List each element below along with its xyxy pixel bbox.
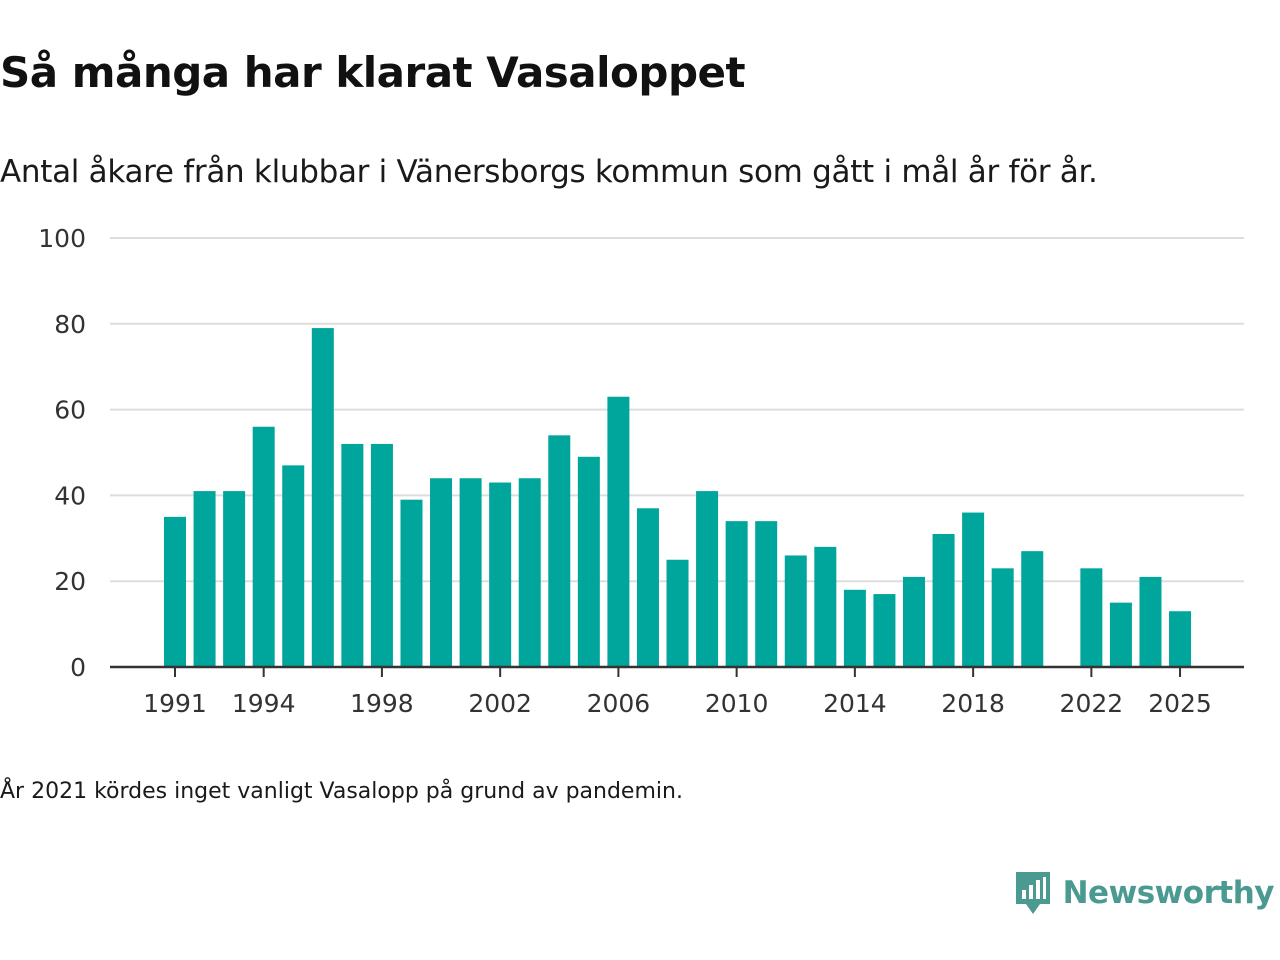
bar-2007 — [636, 508, 659, 667]
y-tick-label-20: 20 — [54, 567, 86, 596]
y-tick-label-0: 0 — [70, 653, 86, 682]
bar-2004 — [548, 435, 571, 667]
bar-2024 — [1139, 576, 1162, 667]
y-axis-labels: 0 20 40 60 80 100 — [38, 224, 86, 682]
grid-lines — [110, 237, 1244, 583]
bar-2009 — [696, 491, 719, 667]
bar-1992 — [193, 491, 216, 667]
bar-1994 — [252, 426, 275, 667]
bar-2012 — [784, 555, 807, 667]
bar-2010 — [725, 521, 748, 667]
chart-subtitle: Antal åkare från klubbar i Vänersborgs k… — [0, 154, 1098, 190]
brand-name: Newsworthy — [1062, 875, 1275, 911]
bar-2013 — [814, 546, 837, 667]
bar-1997 — [341, 443, 364, 667]
brand-logo: Newsworthy — [1013, 868, 1275, 918]
x-tick-label-1998: 1998 — [350, 689, 414, 718]
bar-2022 — [1080, 568, 1103, 667]
bar-2018 — [962, 512, 985, 667]
bar-2016 — [903, 576, 925, 667]
x-tick-label-2002: 2002 — [468, 689, 532, 718]
bar-2015 — [873, 594, 896, 667]
x-tick-label-1994: 1994 — [232, 689, 296, 718]
y-tick-label-80: 80 — [54, 310, 86, 339]
x-tick-label-2006: 2006 — [587, 689, 651, 718]
bar-2014 — [843, 589, 866, 667]
bars — [164, 328, 1192, 667]
newsworthy-logo-icon — [1015, 872, 1050, 914]
bar-1996 — [311, 328, 334, 667]
x-tick-label-2025: 2025 — [1148, 689, 1212, 718]
bar-2019 — [991, 568, 1014, 667]
bar-1995 — [282, 465, 305, 667]
bar-2005 — [577, 456, 600, 667]
x-tick-label-2010: 2010 — [705, 689, 769, 718]
bar-2017 — [932, 534, 955, 667]
bar-2008 — [666, 559, 689, 667]
bar-1998 — [370, 443, 393, 667]
bar-2023 — [1109, 602, 1132, 667]
bar-2025 — [1169, 611, 1192, 667]
bar-2000 — [430, 478, 453, 667]
bar-1993 — [223, 491, 246, 667]
x-tick-label-1991: 1991 — [143, 689, 207, 718]
bar-2006 — [607, 396, 630, 667]
x-tick-label-2014: 2014 — [823, 689, 887, 718]
bar-1999 — [400, 499, 423, 667]
y-tick-label-100: 100 — [38, 224, 86, 253]
x-tick-label-2022: 2022 — [1060, 689, 1124, 718]
bar-2020 — [1021, 551, 1044, 667]
chart-title: Så många har klarat Vasaloppet — [0, 48, 746, 97]
bar-1991 — [164, 516, 186, 667]
y-tick-label-40: 40 — [54, 481, 86, 510]
x-tick-label-2018: 2018 — [941, 689, 1005, 718]
bar-2003 — [518, 478, 541, 667]
bar-2002 — [489, 482, 512, 667]
bar-2001 — [459, 478, 482, 667]
chart-footnote: År 2021 kördes inget vanligt Vasalopp på… — [0, 779, 683, 804]
x-axis: 1991 1994 1998 2002 2006 2010 2014 2018 2022 2025 — [110, 665, 1244, 718]
bar-2011 — [755, 521, 778, 667]
y-tick-label-60: 60 — [54, 396, 86, 425]
bar-chart: 0 20 40 60 80 100 1991 1994 1998 2002 2006 2010 201… — [38, 224, 1244, 718]
